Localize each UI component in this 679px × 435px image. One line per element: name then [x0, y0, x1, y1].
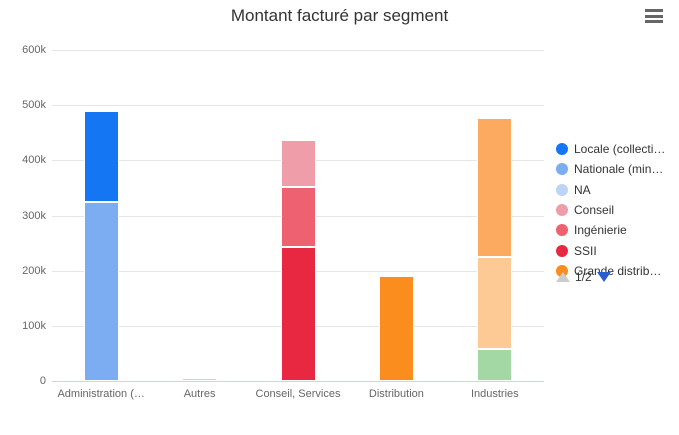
legend-page-indicator: 1/2: [575, 270, 592, 284]
bar-segment[interactable]: [477, 349, 513, 381]
legend-item-label: Nationale (min…: [574, 162, 664, 177]
x-axis-category-label: Administration (…: [57, 388, 145, 400]
y-axis-tick-label: 400k: [22, 154, 46, 167]
y-axis-tick-label: 600k: [22, 44, 46, 56]
x-axis-category-label: Conseil, Services: [255, 388, 341, 400]
legend-pagination: 1/2: [556, 269, 611, 285]
legend-item[interactable]: Locale (collecti…: [556, 139, 665, 159]
legend-item[interactable]: SSII: [556, 241, 597, 261]
hamburger-icon: [645, 14, 663, 18]
y-axis-tick-label: 0: [39, 375, 46, 387]
legend-next-arrow-icon[interactable]: [596, 272, 611, 282]
bar-segment[interactable]: [378, 275, 414, 381]
bar-segment[interactable]: [280, 246, 316, 381]
legend-marker-icon: [556, 143, 568, 155]
legend-item[interactable]: NA: [556, 180, 591, 200]
legend-item-label: Locale (collecti…: [574, 142, 666, 156]
y-axis-tick-label: 300k: [22, 209, 46, 222]
legend-marker-icon: [556, 244, 568, 257]
chart-title: Montant facturé par segment: [230, 6, 449, 25]
y-gridline: [52, 50, 544, 51]
x-axis-category-label: Autres: [183, 388, 216, 400]
legend-marker-icon: [556, 224, 568, 237]
hamburger-icon: [645, 9, 663, 12]
legend-item[interactable]: Nationale (min…: [556, 159, 663, 179]
legend-marker-icon: [556, 183, 568, 196]
legend-item[interactable]: Ingénierie: [556, 220, 627, 240]
hamburger-icon: [645, 20, 663, 23]
bar-segment[interactable]: [83, 201, 119, 381]
legend-item-label: Ingénierie: [574, 223, 627, 238]
legend-marker-icon: [556, 163, 568, 176]
bar-segment[interactable]: [477, 117, 513, 257]
context-menu-button[interactable]: [645, 9, 663, 23]
bar-segment[interactable]: [477, 256, 513, 349]
x-axis-line: [52, 381, 544, 382]
legend-item-label: Grande distrib…: [574, 263, 662, 278]
bar-segment[interactable]: [280, 139, 316, 187]
bar-segment[interactable]: [280, 186, 316, 247]
y-axis-tick-label: 100k: [22, 319, 46, 332]
legend-prev-arrow-icon[interactable]: [556, 272, 570, 282]
legend-marker-icon: [556, 203, 568, 216]
bar-segment[interactable]: [182, 378, 218, 381]
legend-item-label: Conseil: [574, 202, 615, 217]
legend-item[interactable]: Conseil: [556, 200, 614, 220]
legend-item-label: NA: [574, 182, 591, 197]
x-axis-category-label: Industries: [470, 388, 519, 400]
bar-segment[interactable]: [83, 110, 119, 202]
x-axis-category-label: Distribution: [368, 388, 424, 400]
legend-item-label: SSII: [574, 243, 597, 258]
y-axis-tick-label: 200k: [22, 264, 46, 277]
y-axis-tick-label: 500k: [22, 99, 46, 112]
y-gridline: [52, 105, 544, 107]
